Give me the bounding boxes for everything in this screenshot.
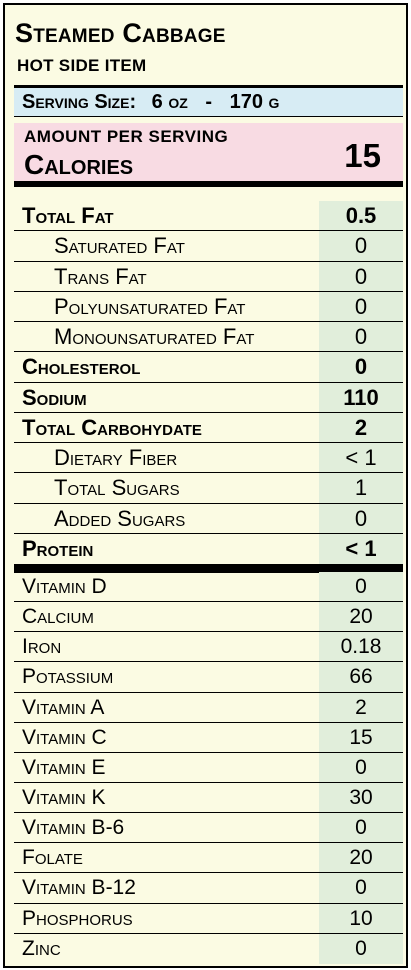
nutrient-value: < 1 xyxy=(319,533,403,564)
vitamin-value: 30 xyxy=(319,782,403,813)
nutrient-row-dietary-fiber: Dietary Fiber < 1 xyxy=(14,443,403,474)
nutrient-value: 1 xyxy=(319,473,403,503)
calories-band: AMOUNT PER SERVING Calories 15 xyxy=(14,123,403,187)
vitamin-value: 0 xyxy=(319,813,403,843)
nutrient-name: Sodium xyxy=(22,384,87,410)
nutrient-value: 0.5 xyxy=(319,201,403,231)
vitamin-name: Vitamin A xyxy=(22,695,105,719)
vitamin-name: Iron xyxy=(22,635,62,659)
vitamin-value: 20 xyxy=(319,843,403,873)
nutrient-row-polyunsaturated-fat: Polyunsaturated Fat 0 xyxy=(14,291,403,322)
vitamin-table: Vitamin D 0 Calcium 20 Iron 0.18 Potassi… xyxy=(14,572,403,964)
vitamin-row-zinc: Zinc 0 xyxy=(14,933,403,964)
nutrient-name: Trans Fat xyxy=(54,263,147,289)
vitamin-row-calcium: Calcium 20 xyxy=(14,602,403,633)
nutrient-value: 0 xyxy=(319,231,403,261)
nutrient-row-monounsaturated-fat: Monounsaturated Fat 0 xyxy=(14,322,403,353)
nutrient-row-total-fat: Total Fat 0.5 xyxy=(14,201,403,232)
item-title: Steamed Cabbage xyxy=(15,18,226,48)
nutrient-row-saturated-fat: Saturated Fat 0 xyxy=(14,231,403,262)
nutrient-name: Polyunsaturated Fat xyxy=(54,293,246,319)
vitamin-name: Calcium xyxy=(22,605,94,629)
amount-per-serving-label: AMOUNT PER SERVING xyxy=(24,127,229,146)
vitamin-row-vitamin-e: Vitamin E 0 xyxy=(14,752,403,783)
nutrient-row-protein: Protein < 1 xyxy=(14,533,403,564)
vitamin-row-vitamin-c: Vitamin C 15 xyxy=(14,722,403,753)
vitamin-row-phosphorus: Phosphorus 10 xyxy=(14,903,403,934)
nutrition-label: Steamed Cabbage HOT SIDE ITEM Serving Si… xyxy=(3,3,408,968)
vitamin-name: Phosphorus xyxy=(22,906,133,930)
vitamin-name: Vitamin C xyxy=(22,725,107,749)
section-divider xyxy=(14,564,403,573)
vitamin-value: 0 xyxy=(319,933,403,964)
serving-size-label: Serving Size: xyxy=(22,91,137,113)
nutrient-name: Total Sugars xyxy=(54,475,180,501)
item-subtitle: HOT SIDE ITEM xyxy=(17,56,147,75)
vitamin-value: 66 xyxy=(319,662,403,692)
vitamin-value: 10 xyxy=(319,903,403,933)
serving-size-amount: 6 oz xyxy=(151,91,188,113)
vitamin-row-iron: Iron 0.18 xyxy=(14,632,403,663)
nutrient-row-sodium: Sodium 110 xyxy=(14,382,403,413)
serving-size-grams: 170 g xyxy=(229,91,280,113)
nutrient-value: 0 xyxy=(319,503,403,533)
nutrient-name: Cholesterol xyxy=(22,354,141,380)
vitamin-value: 0 xyxy=(319,572,403,602)
vitamin-value: 20 xyxy=(319,602,403,632)
nutrient-row-trans-fat: Trans Fat 0 xyxy=(14,261,403,292)
nutrient-name: Total Carbohydate xyxy=(22,414,202,440)
vitamin-name: Vitamin B-12 xyxy=(22,876,136,900)
nutrient-row-cholesterol: Cholesterol 0 xyxy=(14,352,403,383)
vitamin-value: 0 xyxy=(319,873,403,903)
nutrient-name: Dietary Fiber xyxy=(54,445,178,470)
vitamin-name: Zinc xyxy=(22,936,61,960)
nutrient-value: < 1 xyxy=(319,443,403,473)
nutrient-value: 0 xyxy=(319,291,403,321)
nutrient-name: Monounsaturated Fat xyxy=(54,324,255,349)
nutrient-name: Added Sugars xyxy=(54,505,186,531)
nutrient-row-total-carbohydrate: Total Carbohydate 2 xyxy=(14,412,403,443)
serving-size-band: Serving Size: 6 oz - 170 g xyxy=(14,85,403,117)
nutrient-name: Saturated Fat xyxy=(54,233,185,259)
vitamin-name: Vitamin B-6 xyxy=(22,816,125,840)
nutrient-value: 110 xyxy=(319,382,403,412)
vitamin-row-potassium: Potassium 66 xyxy=(14,662,403,693)
nutrient-value: 0 xyxy=(319,322,403,352)
nutrient-value: 0 xyxy=(319,352,403,382)
nutrient-value: 0 xyxy=(319,261,403,291)
vitamin-row-vitamin-b12: Vitamin B-12 0 xyxy=(14,873,403,904)
vitamin-row-vitamin-a: Vitamin A 2 xyxy=(14,692,403,723)
nutrient-table: Total Fat 0.5 Saturated Fat 0 Trans Fat … xyxy=(14,201,403,573)
calories-value: 15 xyxy=(344,137,381,174)
vitamin-value: 0 xyxy=(319,752,403,782)
vitamin-value: 0.18 xyxy=(319,632,403,662)
vitamin-name: Folate xyxy=(22,846,83,870)
vitamin-value: 2 xyxy=(319,692,403,722)
nutrient-value: 2 xyxy=(319,412,403,442)
vitamin-row-folate: Folate 20 xyxy=(14,843,403,874)
nutrient-name: Protein xyxy=(22,535,94,561)
vitamin-name: Vitamin D xyxy=(22,575,107,598)
nutrient-name: Total Fat xyxy=(22,203,114,228)
vitamin-name: Vitamin E xyxy=(22,755,106,779)
vitamin-row-vitamin-d: Vitamin D 0 xyxy=(14,572,403,603)
vitamin-name: Vitamin K xyxy=(22,785,106,809)
serving-size-dash: - xyxy=(205,91,213,113)
vitamin-row-vitamin-b6: Vitamin B-6 0 xyxy=(14,813,403,844)
vitamin-value: 15 xyxy=(319,722,403,752)
vitamin-row-vitamin-k: Vitamin K 30 xyxy=(14,782,403,814)
nutrient-row-added-sugars: Added Sugars 0 xyxy=(14,503,403,534)
vitamin-name: Potassium xyxy=(22,665,114,689)
calories-label: Calories xyxy=(24,149,134,180)
nutrient-row-total-sugars: Total Sugars 1 xyxy=(14,473,403,504)
